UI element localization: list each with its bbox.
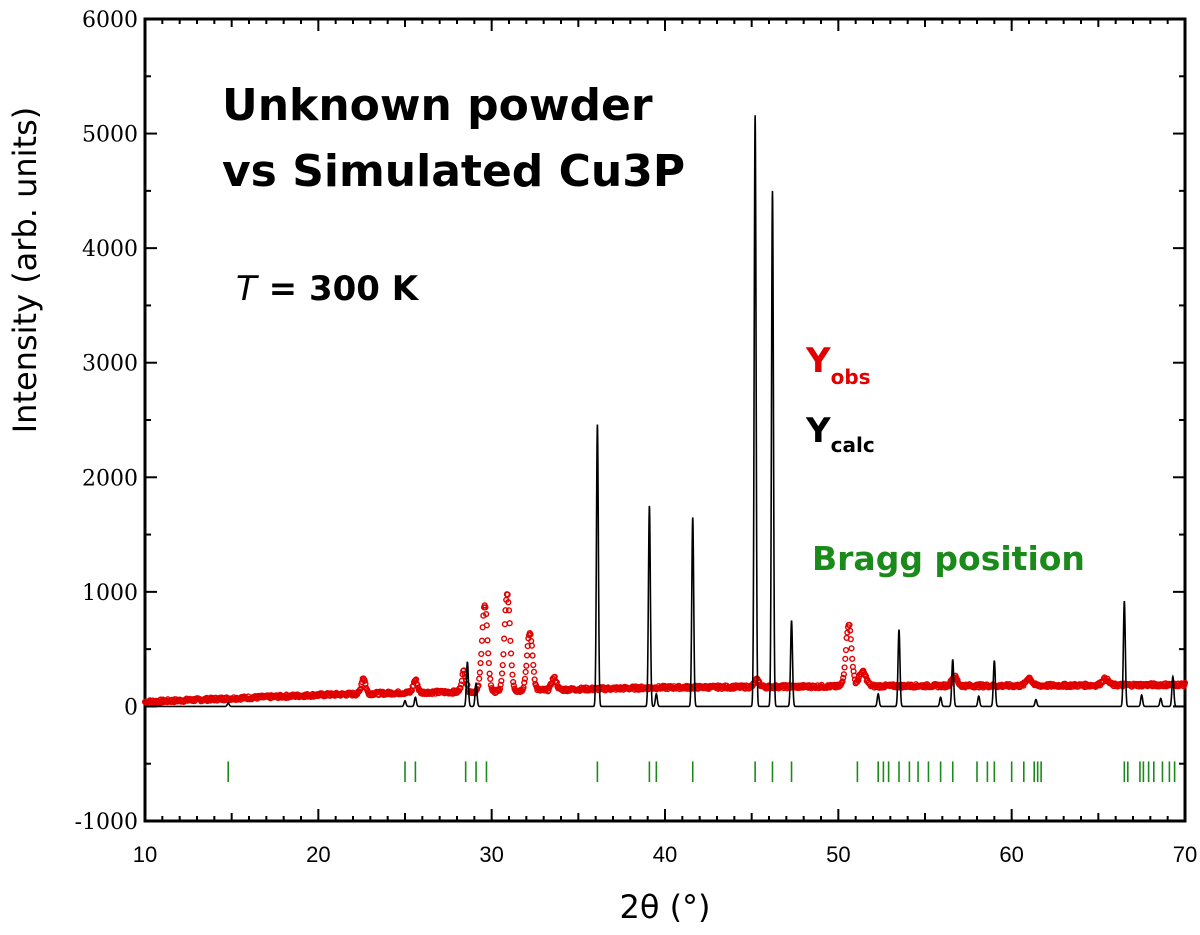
x-tick-label: 60: [999, 842, 1023, 867]
tick-marks: [144, 18, 1186, 822]
y-tick-label: 5000: [82, 123, 138, 148]
bragg-series: [227, 761, 1176, 783]
yobs-point: [507, 637, 514, 644]
plot-frame: [143, 17, 1187, 823]
yobs-point: [478, 637, 486, 644]
yobs-point: [496, 685, 504, 692]
yobs-point: [846, 621, 853, 629]
yobs-point: [482, 604, 489, 611]
yobs-point: [485, 650, 492, 657]
yobs-point: [509, 671, 516, 678]
y-tick-label: 4000: [82, 237, 138, 262]
y-tick-label: 6000: [82, 8, 138, 33]
yobs-point: [497, 681, 504, 688]
yobs-point: [458, 681, 465, 688]
yobs-point: [523, 662, 530, 669]
yobs-point: [839, 678, 846, 685]
legend-yobs-sub: obs: [831, 365, 871, 389]
yobs-point: [521, 679, 528, 686]
x-tick-label: 10: [133, 842, 157, 867]
x-axis: 10 20 30 40 50 60 70: [133, 842, 1197, 867]
yobs-point: [530, 661, 537, 669]
yobs-point: [499, 662, 506, 669]
yobs-point: [500, 651, 507, 658]
x-axis-title: 2θ (°): [619, 888, 710, 926]
legend-yobs: Yobs: [805, 341, 871, 389]
yobs-point: [508, 662, 515, 669]
yobs-point: [506, 620, 513, 627]
yobs-point: [487, 675, 494, 682]
yobs-point: [527, 631, 534, 638]
chart-title-line2: vs Simulated Cu3P: [222, 146, 685, 197]
temperature-value: = 300 K: [257, 269, 420, 309]
yobs-point: [842, 655, 849, 662]
yobs-point: [523, 652, 531, 659]
yobs-point: [849, 655, 856, 662]
yobs-point: [848, 645, 855, 652]
ycalc-series-line: [145, 115, 1185, 708]
yobs-point: [510, 678, 517, 686]
yobs-point: [477, 659, 484, 667]
yobs-point: [501, 621, 508, 628]
yobs-point: [847, 627, 854, 634]
yobs-point: [498, 670, 506, 677]
yobs-series: [141, 591, 1189, 707]
yobs-point: [498, 677, 505, 685]
legend-bragg-position: Bragg position: [812, 539, 1085, 578]
yobs-point: [505, 599, 512, 606]
yobs-point: [361, 677, 368, 684]
yobs-point: [485, 659, 492, 667]
x-tick-label: 40: [653, 842, 677, 867]
yobs-point: [841, 664, 848, 671]
temperature-annotation: T = 300 K: [236, 269, 420, 309]
yobs-point: [501, 635, 508, 642]
yobs-point: [1181, 679, 1189, 687]
yobs-point: [530, 668, 538, 675]
yobs-point: [414, 681, 421, 689]
yobs-point: [521, 675, 529, 682]
yobs-point: [855, 677, 862, 684]
y-tick-label: -1000: [75, 810, 138, 835]
y-tick-label: 2000: [82, 466, 138, 491]
yobs-point: [484, 637, 491, 644]
legend-yobs-main: Y: [805, 341, 831, 381]
temperature-symbol: T: [236, 269, 259, 309]
yobs-point: [457, 685, 464, 692]
x-tick-label: 50: [826, 842, 850, 867]
yobs-point: [483, 610, 490, 618]
legend-ycalc: Ycalc: [805, 411, 875, 457]
yobs-point: [483, 622, 490, 629]
yobs-point: [476, 675, 483, 682]
yobs-point: [464, 681, 471, 689]
y-tick-label: 1000: [82, 581, 138, 606]
yobs-point: [486, 670, 493, 677]
yobs-point: [842, 646, 850, 654]
yobs-point: [529, 652, 536, 659]
legend-ycalc-main: Y: [805, 411, 831, 451]
y-axis: -1000 0 1000 2000 3000 4000 5000 6000: [75, 8, 138, 835]
yobs-point: [522, 668, 529, 676]
yobs-point: [528, 642, 535, 649]
yobs-point: [507, 650, 515, 657]
x-tick-label: 20: [306, 842, 330, 867]
y-tick-label: 3000: [82, 352, 138, 377]
yobs-point: [505, 607, 513, 614]
yobs-point: [478, 650, 485, 658]
yobs-point: [476, 669, 483, 676]
yobs-point: [504, 591, 511, 598]
y-axis-title: Intensity (arb. units): [6, 107, 44, 434]
x-tick-label: 30: [479, 842, 503, 867]
yobs-point: [847, 636, 854, 643]
yobs-point: [840, 671, 847, 678]
x-tick-label: 70: [1173, 842, 1197, 867]
yobs-point: [502, 607, 509, 614]
chart-title-line1: Unknown powder: [222, 80, 653, 131]
yobs-point: [840, 674, 847, 681]
legend-ycalc-sub: calc: [831, 433, 875, 457]
y-tick-label: 0: [124, 695, 138, 720]
